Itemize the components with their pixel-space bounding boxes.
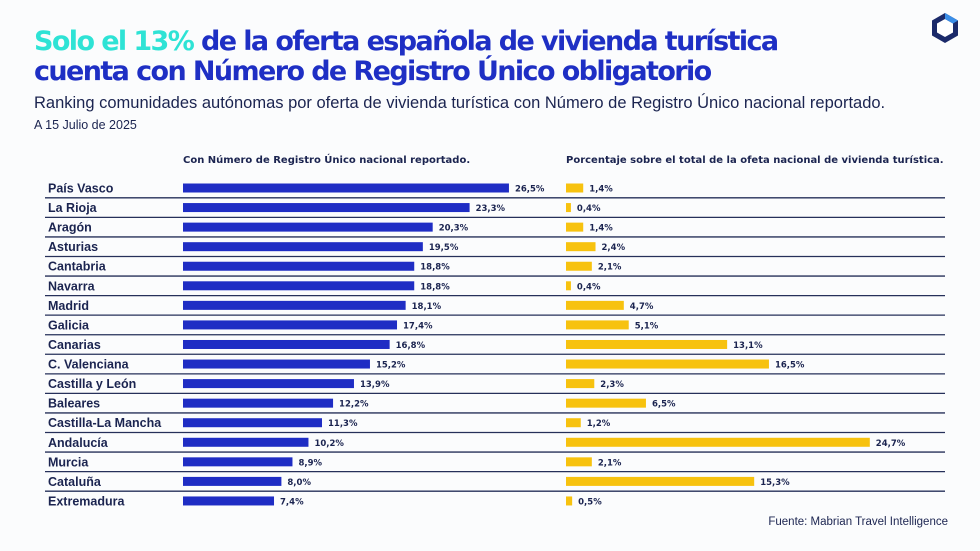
category-label: Aragón xyxy=(48,221,92,235)
category-label: La Rioja xyxy=(48,201,98,215)
blue-bar-value-label: 10,2% xyxy=(314,439,344,449)
category-label: Baleares xyxy=(48,397,100,411)
title-line-2: cuenta con Número de Registro Único obli… xyxy=(34,56,712,87)
source-note: Fuente: Mabrian Travel Intelligence xyxy=(768,516,948,528)
blue-bar-value-label: 23,3% xyxy=(476,204,506,214)
blue-bar xyxy=(183,437,309,447)
category-label: Murcia xyxy=(48,455,89,469)
yellow-bar xyxy=(566,222,584,232)
yellow-bar xyxy=(566,457,592,467)
blue-bar xyxy=(183,379,354,389)
blue-bar xyxy=(183,242,423,252)
yellow-bar xyxy=(566,261,592,271)
yellow-bar xyxy=(566,496,573,506)
date: A 15 Julio de 2025 xyxy=(34,118,137,132)
blue-bar xyxy=(183,339,390,349)
yellow-bar-value-label: 6,5% xyxy=(652,400,676,410)
category-label: Madrid xyxy=(48,299,89,313)
yellow-bar xyxy=(566,437,870,447)
category-label: Castilla y León xyxy=(48,377,136,391)
category-label: Navarra xyxy=(48,279,96,293)
category-label: País Vasco xyxy=(48,182,114,196)
blue-bar-value-label: 15,2% xyxy=(376,361,406,371)
yellow-bar-value-label: 13,1% xyxy=(733,341,763,351)
brand-logo-icon xyxy=(932,13,958,43)
blue-bar xyxy=(183,281,415,291)
category-label: Castilla-La Mancha xyxy=(48,416,162,430)
category-label: Cataluña xyxy=(48,475,102,489)
blue-bar-value-label: 18,1% xyxy=(412,302,442,312)
yellow-bar-value-label: 0,5% xyxy=(578,497,602,507)
category-label: Cantabria xyxy=(48,260,107,274)
yellow-bar xyxy=(566,379,595,389)
yellow-bar-value-label: 15,3% xyxy=(760,478,790,488)
blue-bar xyxy=(183,398,334,408)
yellow-bar xyxy=(566,281,571,291)
title-highlight: Solo el 13% xyxy=(34,26,195,57)
yellow-bar xyxy=(566,320,629,330)
category-label: Andalucía xyxy=(48,436,109,450)
yellow-bar xyxy=(566,418,581,428)
blue-bar-value-label: 12,2% xyxy=(339,400,369,410)
yellow-bar-value-label: 24,7% xyxy=(876,439,906,449)
blue-bar xyxy=(183,320,398,330)
blue-bar xyxy=(183,261,415,271)
blue-bar-value-label: 13,9% xyxy=(360,380,390,390)
blue-bar xyxy=(183,476,282,486)
yellow-bar-value-label: 2,3% xyxy=(600,380,624,390)
blue-bar xyxy=(183,496,275,506)
yellow-bar-value-label: 2,4% xyxy=(602,243,626,253)
blue-bar xyxy=(183,359,370,369)
blue-bar-value-label: 11,3% xyxy=(328,419,358,429)
title-line-1-rest: de la oferta española de vivienda turíst… xyxy=(193,26,779,57)
yellow-bar xyxy=(566,300,624,310)
blue-bar-value-label: 17,4% xyxy=(403,321,433,331)
category-label: Extremadura xyxy=(48,494,125,508)
category-label: Asturias xyxy=(48,240,98,254)
blue-bar xyxy=(183,300,406,310)
blue-bar-value-label: 7,4% xyxy=(280,497,304,507)
yellow-bar-value-label: 1,4% xyxy=(589,185,613,195)
yellow-bar-value-label: 16,5% xyxy=(775,361,805,371)
yellow-bar xyxy=(566,359,769,369)
yellow-bar xyxy=(566,183,584,193)
blue-bar-value-label: 19,5% xyxy=(429,243,459,253)
blue-bar-value-label: 18,8% xyxy=(420,282,450,292)
yellow-column-header: Porcentaje sobre el total de la ofeta na… xyxy=(566,155,944,166)
category-label: Galicia xyxy=(48,318,90,332)
category-label: C. Valenciana xyxy=(48,358,130,372)
yellow-bar-value-label: 2,1% xyxy=(598,263,622,273)
yellow-bar-value-label: 1,2% xyxy=(587,419,611,429)
blue-column-header: Con Número de Registro Único nacional re… xyxy=(183,155,471,166)
yellow-bar-value-label: 2,1% xyxy=(598,458,622,468)
blue-bar-value-label: 16,8% xyxy=(396,341,426,351)
yellow-bar xyxy=(566,398,646,408)
blue-bar xyxy=(183,203,470,213)
yellow-bar-value-label: 5,1% xyxy=(635,321,659,331)
yellow-bar-value-label: 1,4% xyxy=(589,224,613,234)
category-label: Canarias xyxy=(48,338,101,352)
title-line-1: Solo el 13% de la oferta española de viv… xyxy=(34,26,779,58)
yellow-bar xyxy=(566,203,571,213)
blue-bar-value-label: 8,9% xyxy=(298,458,322,468)
blue-bar xyxy=(183,418,322,428)
yellow-bar-value-label: 4,7% xyxy=(630,302,654,312)
subtitle: Ranking comunidades autónomas por oferta… xyxy=(34,94,886,112)
blue-bar xyxy=(183,457,293,467)
yellow-bar xyxy=(566,476,755,486)
blue-bar-value-label: 20,3% xyxy=(439,224,469,234)
blue-bar-value-label: 18,8% xyxy=(420,263,450,273)
yellow-bar-value-label: 0,4% xyxy=(577,204,601,214)
yellow-bar-value-label: 0,4% xyxy=(577,282,601,292)
blue-bar-value-label: 26,5% xyxy=(515,185,545,195)
yellow-bar xyxy=(566,242,596,252)
blue-bar-value-label: 8,0% xyxy=(287,478,311,488)
blue-bar xyxy=(183,222,433,232)
yellow-bar xyxy=(566,339,728,349)
blue-bar xyxy=(183,183,509,193)
